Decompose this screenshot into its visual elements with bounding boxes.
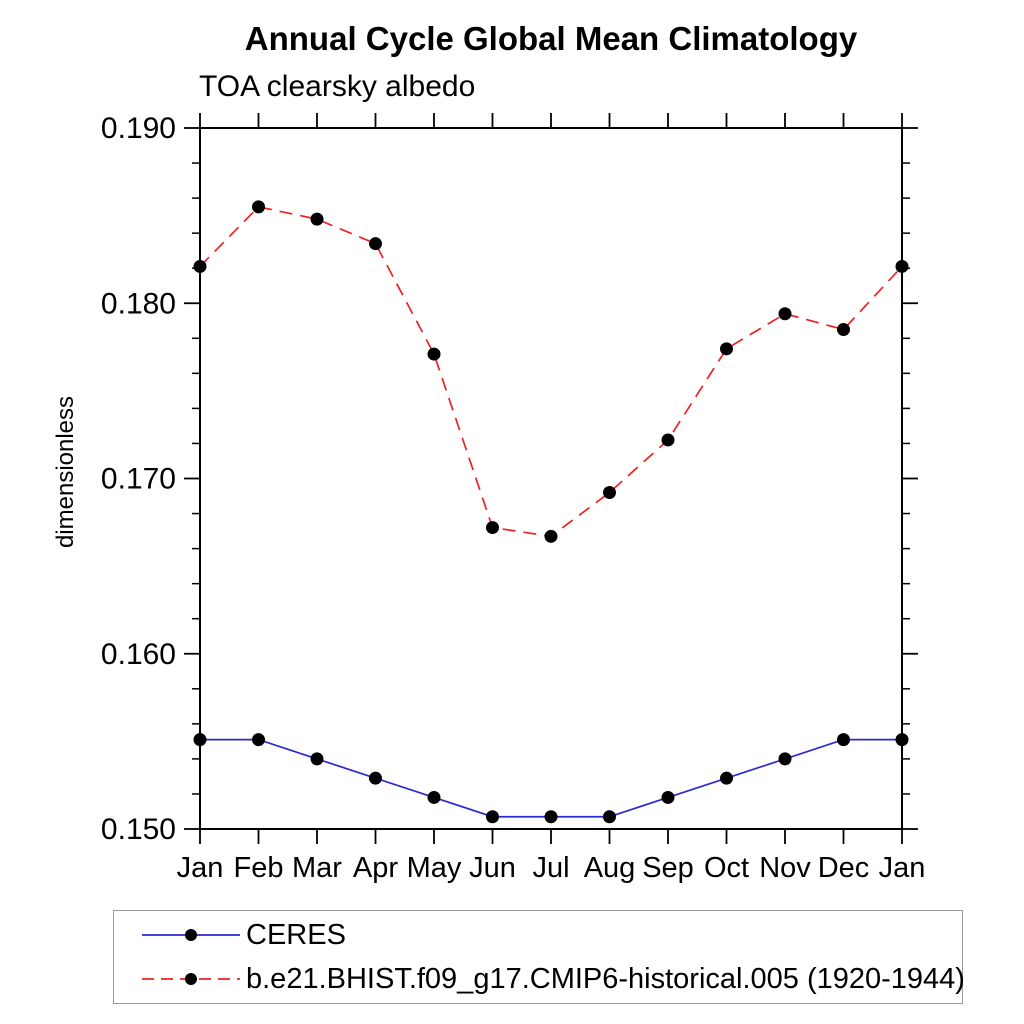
series-line-ceres bbox=[200, 738, 902, 818]
data-point-ceres-10 bbox=[778, 752, 792, 766]
legend-label-model: b.e21.BHIST.f09_g17.CMIP6-historical.005… bbox=[246, 962, 965, 995]
data-point-model-10 bbox=[778, 307, 792, 321]
x-tick-label-jun-5: Jun bbox=[469, 852, 516, 884]
series-line-model bbox=[199, 205, 903, 538]
x-tick-label-aug-7: Aug bbox=[584, 852, 636, 884]
data-point-ceres-12 bbox=[895, 733, 909, 747]
y-tick-label-0.150: 0.150 bbox=[101, 813, 176, 846]
legend-line-icon bbox=[142, 973, 240, 985]
data-point-ceres-2 bbox=[310, 752, 324, 766]
x-tick-label-oct-9: Oct bbox=[704, 852, 749, 884]
data-point-ceres-1 bbox=[252, 733, 265, 747]
data-point-ceres-11 bbox=[837, 733, 850, 747]
data-point-model-4 bbox=[427, 347, 441, 361]
data-point-model-11 bbox=[837, 323, 850, 337]
x-tick-label-sep-8: Sep bbox=[642, 852, 694, 884]
data-point-ceres-9 bbox=[720, 771, 733, 785]
data-point-model-3 bbox=[369, 237, 382, 251]
legend-sample-marker bbox=[185, 973, 197, 985]
data-point-model-6 bbox=[544, 529, 558, 543]
chart-subtitle: TOA clearsky albedo bbox=[199, 70, 476, 103]
x-tick-label-jan-0: Jan bbox=[177, 852, 224, 884]
data-point-model-5 bbox=[486, 521, 499, 535]
data-point-model-7 bbox=[603, 486, 616, 500]
data-point-ceres-7 bbox=[603, 810, 616, 824]
x-tick-label-jan-12: Jan bbox=[879, 852, 926, 884]
legend-sample-ceres bbox=[142, 926, 242, 944]
legend-item-ceres: CERES bbox=[142, 916, 962, 954]
data-point-model-8 bbox=[661, 433, 675, 447]
data-point-ceres-5 bbox=[486, 810, 499, 824]
x-tick-label-nov-10: Nov bbox=[759, 852, 811, 884]
data-point-ceres-0 bbox=[193, 733, 207, 747]
legend-line-icon bbox=[142, 929, 240, 941]
data-point-model-12 bbox=[895, 259, 909, 273]
data-point-model-9 bbox=[720, 342, 733, 356]
y-tick-label-0.180: 0.180 bbox=[101, 287, 176, 320]
legend-sample-model bbox=[142, 970, 242, 988]
legend-sample-marker bbox=[185, 929, 197, 941]
data-point-ceres-6 bbox=[544, 810, 558, 824]
plot-frame bbox=[199, 127, 903, 830]
x-tick-label-jul-6: Jul bbox=[532, 852, 569, 884]
legend-item-model: b.e21.BHIST.f09_g17.CMIP6-historical.005… bbox=[142, 960, 965, 998]
data-point-model-2 bbox=[310, 212, 324, 226]
legend-box: CERES b.e21.BHIST.f09_g17.CMIP6-historic… bbox=[113, 910, 965, 1004]
x-tick-label-mar-2: Mar bbox=[292, 852, 342, 884]
y-tick-label-0.190: 0.190 bbox=[101, 112, 176, 145]
data-point-ceres-8 bbox=[661, 790, 675, 804]
data-point-ceres-4 bbox=[427, 790, 441, 804]
y-tick-label-0.170: 0.170 bbox=[101, 463, 176, 496]
chart-title: Annual Cycle Global Mean Climatology bbox=[244, 20, 858, 57]
legend-label-ceres: CERES bbox=[246, 918, 346, 951]
data-point-model-1 bbox=[252, 200, 265, 214]
x-tick-label-may-4: May bbox=[407, 852, 462, 884]
x-tick-label-feb-1: Feb bbox=[234, 852, 284, 884]
x-tick-label-dec-11: Dec bbox=[818, 852, 870, 884]
y-tick-label-0.160: 0.160 bbox=[101, 638, 176, 671]
data-point-ceres-3 bbox=[369, 771, 382, 785]
x-tick-label-apr-3: Apr bbox=[353, 852, 398, 884]
data-point-model-0 bbox=[193, 259, 207, 273]
